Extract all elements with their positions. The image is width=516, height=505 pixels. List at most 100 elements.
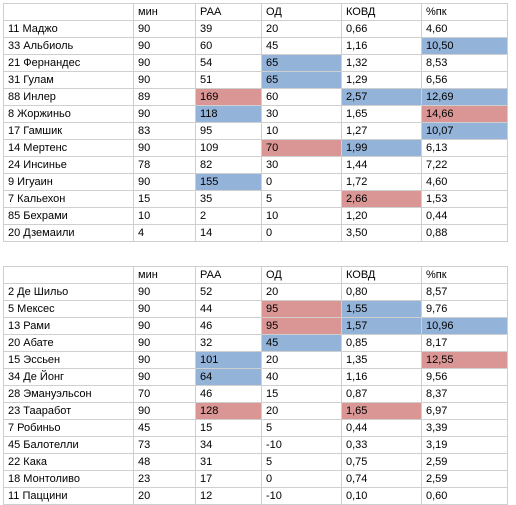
stat-cell: 15 — [195, 419, 262, 437]
stat-cell: 60 — [261, 88, 342, 106]
stat-cell: 7,22 — [421, 156, 508, 174]
stat-cell: 1,55 — [341, 300, 422, 318]
stat-cell: 90 — [133, 20, 196, 38]
player-name-cell: 15 Эссьен — [3, 351, 134, 369]
stat-cell: 0 — [261, 224, 342, 242]
stats-table-2: мин РАА ОД КОВД %пк 2 Де Шильо 90 52 20 0,80 8,57 5… — [3, 266, 508, 505]
stat-cell: 51 — [195, 71, 262, 89]
stat-cell: 1,35 — [341, 351, 422, 369]
stat-cell: 4,60 — [421, 173, 508, 191]
stat-cell: 109 — [195, 139, 262, 157]
table-row: 88 Инлер 89 169 60 2,57 12,69 — [3, 88, 508, 106]
table-row: 5 Мексес 90 44 95 1,55 9,76 — [3, 300, 508, 318]
stat-cell: 17 — [195, 470, 262, 488]
stat-cell: 89 — [133, 88, 196, 106]
stat-cell: 54 — [195, 54, 262, 72]
table-row: 7 Робиньо 45 15 5 0,44 3,39 — [3, 419, 508, 437]
stat-cell: 90 — [133, 334, 196, 352]
stat-cell: -10 — [261, 436, 342, 454]
stat-cell: 0,66 — [341, 20, 422, 38]
player-name-cell: 2 Де Шильо — [3, 283, 134, 301]
table-row: 45 Балотелли 73 34 -10 0,33 3,19 — [3, 436, 508, 454]
stat-cell: 3,39 — [421, 419, 508, 437]
column-header: РАА — [195, 266, 262, 284]
stat-cell: 1,16 — [341, 37, 422, 55]
stat-cell: 95 — [195, 122, 262, 140]
stat-cell: 6,97 — [421, 402, 508, 420]
stat-cell: 8,57 — [421, 283, 508, 301]
player-name-cell: 9 Игуаин — [3, 173, 134, 191]
stat-cell: 10,96 — [421, 317, 508, 335]
column-header: ОД — [261, 3, 342, 21]
stat-cell: 34 — [195, 436, 262, 454]
table-row: 18 Монтоливо 23 17 0 0,74 2,59 — [3, 470, 508, 488]
stat-cell: 1,53 — [421, 190, 508, 208]
stat-cell: 118 — [195, 105, 262, 123]
stat-cell: 44 — [195, 300, 262, 318]
header-row: мин РАА ОД КОВД %пк — [3, 266, 508, 284]
stat-cell: 12 — [195, 487, 262, 505]
stat-cell: 1,65 — [341, 402, 422, 420]
column-header: РАА — [195, 3, 262, 21]
table-row: 11 Паццини 20 12 -10 0,10 0,60 — [3, 487, 508, 505]
table-row: 21 Фернандес 90 54 65 1,32 8,53 — [3, 54, 508, 72]
stat-cell: 46 — [195, 317, 262, 335]
stat-cell: 90 — [133, 173, 196, 191]
stat-cell: 15 — [133, 190, 196, 208]
stat-cell: 10 — [261, 207, 342, 225]
stat-cell: 0,10 — [341, 487, 422, 505]
stat-cell: 14,66 — [421, 105, 508, 123]
player-name-cell: 17 Гамшик — [3, 122, 134, 140]
stat-cell: 10,50 — [421, 37, 508, 55]
table-row: 13 Рами 90 46 95 1,57 10,96 — [3, 317, 508, 335]
column-header — [3, 3, 134, 21]
stat-cell: 23 — [133, 470, 196, 488]
column-header: мин — [133, 266, 196, 284]
stat-cell: 0,44 — [421, 207, 508, 225]
player-name-cell: 20 Дземаили — [3, 224, 134, 242]
stat-cell: 90 — [133, 402, 196, 420]
table-row: 17 Гамшик 83 95 10 1,27 10,07 — [3, 122, 508, 140]
table-row: 22 Кака 48 31 5 0,75 2,59 — [3, 453, 508, 471]
player-name-cell: 14 Мертенс — [3, 139, 134, 157]
stat-cell: 0,88 — [421, 224, 508, 242]
stat-cell: 20 — [261, 20, 342, 38]
stats-table-1: мин РАА ОД КОВД %пк 11 Маджо 90 39 20 0,66 4,60 33 … — [3, 3, 508, 242]
stat-cell: 5 — [261, 453, 342, 471]
stat-cell: 46 — [195, 385, 262, 403]
column-header: %пк — [421, 266, 508, 284]
stat-cell: 6,56 — [421, 71, 508, 89]
stat-cell: 2 — [195, 207, 262, 225]
stat-cell: 90 — [133, 351, 196, 369]
stat-cell: 20 — [261, 283, 342, 301]
stat-cell: 1,32 — [341, 54, 422, 72]
stat-cell: 2,59 — [421, 453, 508, 471]
stat-cell: 1,20 — [341, 207, 422, 225]
stat-cell: 0,44 — [341, 419, 422, 437]
stat-cell: 128 — [195, 402, 262, 420]
stat-cell: 90 — [133, 105, 196, 123]
player-name-cell: 11 Паццини — [3, 487, 134, 505]
stat-cell: 1,44 — [341, 156, 422, 174]
table-row: 34 Де Йонг 90 64 40 1,16 9,56 — [3, 368, 508, 386]
stat-cell: 20 — [133, 487, 196, 505]
stat-cell: 8,37 — [421, 385, 508, 403]
stat-cell: 20 — [261, 402, 342, 420]
stat-cell: 2,59 — [421, 470, 508, 488]
header-row: мин РАА ОД КОВД %пк — [3, 3, 508, 21]
player-name-cell: 13 Рами — [3, 317, 134, 335]
stat-cell: 1,29 — [341, 71, 422, 89]
stat-cell: 0,80 — [341, 283, 422, 301]
stat-cell: -10 — [261, 487, 342, 505]
stat-cell: 10 — [261, 122, 342, 140]
stat-cell: 60 — [195, 37, 262, 55]
table-row: 23 Тааработ 90 128 20 1,65 6,97 — [3, 402, 508, 420]
stat-cell: 64 — [195, 368, 262, 386]
stat-cell: 5 — [261, 190, 342, 208]
table-row: 31 Гулам 90 51 65 1,29 6,56 — [3, 71, 508, 89]
column-header: %пк — [421, 3, 508, 21]
stat-cell: 48 — [133, 453, 196, 471]
stat-cell: 0,85 — [341, 334, 422, 352]
stat-cell: 5 — [261, 419, 342, 437]
player-name-cell: 88 Инлер — [3, 88, 134, 106]
